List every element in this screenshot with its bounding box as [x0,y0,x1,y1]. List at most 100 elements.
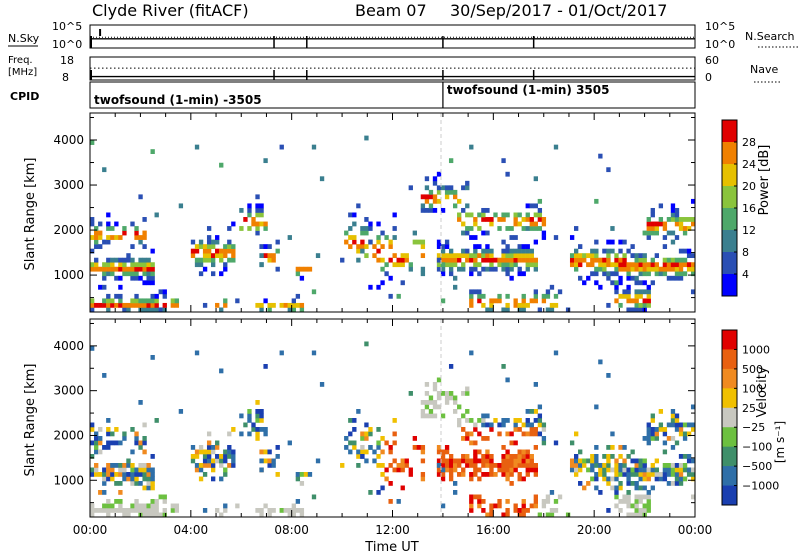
velocity-cell-833 [259,467,264,473]
power-cell-274 [348,235,353,240]
velocity-cell-803 [678,422,684,428]
power-cell-263 [295,266,301,272]
power-cell-763 [662,266,668,272]
power-cell-677 [622,253,627,259]
velocity-cell-222 [255,508,260,513]
velocity-cell-354 [432,404,438,410]
velocity-cell-684 [626,481,631,486]
velocity-cell-233 [259,449,264,455]
power-cell-829 [368,239,373,245]
velocity-cell-805 [682,467,688,473]
velocity-cell-258 [291,512,296,518]
power-cell-333 [412,239,417,245]
power-cell-262 [295,271,301,277]
power-cell-134 [150,302,155,308]
velocity-cell-718 [642,508,647,513]
velocity-cell-725 [642,463,647,468]
power-cell-675 [622,262,627,268]
velocity-cell-626 [590,454,595,459]
power-cell-43 [106,226,111,231]
velocity-cell-553 [525,463,530,468]
velocity-cell-63 [118,499,123,504]
power-cell-28 [102,275,107,281]
velocity-cell-309 [380,436,385,441]
velocity-cell-156 [174,503,180,509]
velocity-xtick-label-4: 16:00 [476,523,511,537]
power-cell-277 [352,239,357,245]
power-cell-409 [461,230,466,236]
velocity-cell-228 [255,409,260,414]
power-cell-613 [578,257,583,263]
power-cell-375 [440,207,446,213]
velocity-cell-205 [227,445,232,450]
velocity-cell-333 [412,445,417,450]
velocity-cell-524 [513,454,518,459]
power-cell-546 [521,248,526,254]
velocity-cell-459 [481,422,486,428]
power-cell-240 [263,244,268,249]
power-cell-67 [118,262,123,268]
power-cell-14 [94,239,99,245]
velocity-cell-609 [574,454,579,459]
power-cell-476 [489,253,494,259]
velocity-cell-676 [622,463,627,468]
power-cell-607 [574,257,579,263]
velocity-cell-584 [537,413,543,419]
cpid-segment-0: twofsound (1-min) -3505 [94,93,262,107]
power-cell-225 [255,221,260,227]
velocity-cell-580 [537,512,543,518]
power-cell-764 [662,262,668,268]
velocity-cell-568 [529,422,534,428]
velocity-cell-589 [541,427,547,432]
power-cell-867 [319,176,325,182]
velocity-cell-310 [384,476,389,482]
power-cell-86 [130,275,135,281]
velocity-cell-707 [638,512,643,518]
power-cell-18 [98,302,103,308]
velocity-cell-863 [533,382,538,387]
power-cell-873 [453,275,458,281]
power-cell-75 [122,257,127,263]
power-cell-302 [376,239,381,245]
power-cell-421 [465,180,470,186]
power-cell-606 [574,262,579,268]
power-cell-430 [469,235,474,240]
velocity-cell-753 [654,458,659,464]
velocity-cell-411 [461,413,466,419]
power-cell-861 [150,149,155,154]
velocity-cell-279 [352,427,357,432]
velocity-cell-151 [162,499,167,504]
power-cell-229 [255,194,260,200]
velocity-cell-771 [666,472,672,477]
velocity-cell-236 [259,413,264,419]
power-cell-80 [126,271,131,277]
velocity-cell-318 [392,467,397,473]
velocity-cell-866 [501,364,506,369]
velocity-cell-510 [505,418,510,423]
power-cell-765 [662,257,668,263]
velocity-cell-92 [130,427,135,432]
velocity-cell-299 [376,490,381,495]
power-cell-322 [392,212,397,218]
power-cell-556 [525,244,530,249]
velocity-cell-182 [211,463,216,468]
velocity-cell-726 [642,458,647,464]
power-cell-808 [682,230,688,236]
velocity-cell-238 [263,503,268,509]
power-cell-550 [525,302,530,308]
velocity-cell-737 [646,436,651,441]
power-cell-539 [521,307,526,313]
velocity-cbar-swatch-7 [722,466,737,486]
velocity-cell-454 [481,472,486,477]
power-cell-752 [654,262,659,268]
velocity-cell-486 [497,467,502,473]
power-cell-130 [146,266,151,272]
velocity-cell-783 [670,413,676,419]
power-cell-278 [352,235,357,240]
power-cell-823 [690,217,696,222]
velocity-cell-289 [364,458,369,464]
velocity-cell-114 [142,503,147,509]
power-cell-281 [356,257,361,263]
velocity-cell-583 [537,418,543,423]
power-cell-859 [356,203,361,209]
